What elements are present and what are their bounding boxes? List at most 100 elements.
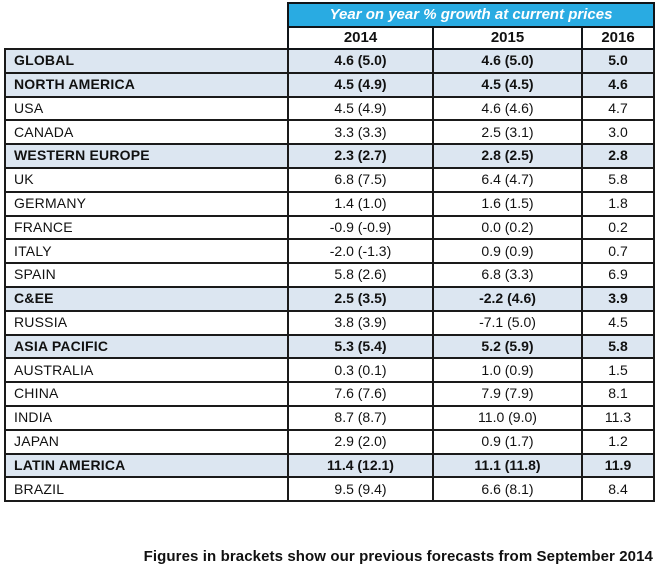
value-2016: 0.2 <box>581 214 655 241</box>
value-2014: 6.8 (7.5) <box>287 166 434 193</box>
value-2014: 2.5 (3.5) <box>287 285 434 312</box>
value-2014: 4.6 (5.0) <box>287 48 434 74</box>
row-label: GERMANY <box>4 190 289 217</box>
value-2016: 4.7 <box>581 95 655 122</box>
row-label: UK <box>4 166 289 193</box>
year-header-row: 2014 2015 2016 <box>5 27 655 50</box>
row-label: FRANCE <box>4 214 289 241</box>
value-2014: 0.3 (0.1) <box>287 357 434 384</box>
value-2015: 1.6 (1.5) <box>432 190 583 217</box>
value-2014: -0.9 (-0.9) <box>287 214 434 241</box>
row-label: AUSTRALIA <box>4 357 289 384</box>
table-row-brazil: BRAZIL 9.5 (9.4) 6.6 (8.1) 8.4 <box>4 476 655 503</box>
value-2016: 2.8 <box>581 143 655 169</box>
column-header-2014: 2014 <box>287 27 434 50</box>
value-2016: 11.3 <box>581 404 655 431</box>
value-2016: 11.9 <box>581 452 655 479</box>
row-label: GLOBAL <box>4 48 289 74</box>
row-label: BRAZIL <box>4 476 289 503</box>
table-row-japan: JAPAN 2.9 (2.0) 0.9 (1.7) 1.2 <box>4 428 655 455</box>
value-2015: 11.1 (11.8) <box>432 452 583 479</box>
row-label: INDIA <box>4 404 289 431</box>
table-row-usa: USA 4.5 (4.9) 4.6 (4.6) 4.7 <box>4 95 655 122</box>
value-2016: 6.9 <box>581 262 655 288</box>
value-2014: 11.4 (12.1) <box>287 452 434 479</box>
value-2015: 1.0 (0.9) <box>432 357 583 384</box>
row-label: LATIN AMERICA <box>4 452 289 479</box>
value-2016: 3.0 <box>581 119 655 146</box>
value-2015: 5.2 (5.9) <box>432 333 583 360</box>
row-label: USA <box>4 95 289 122</box>
row-label: WESTERN EUROPE <box>4 143 289 169</box>
table-row-global: GLOBAL 4.6 (5.0) 4.6 (5.0) 5.0 <box>4 48 655 74</box>
column-header-2015: 2015 <box>432 27 583 50</box>
value-2015: 0.9 (0.9) <box>432 238 583 265</box>
value-2014: 7.6 (7.6) <box>287 381 434 407</box>
value-2014: 3.3 (3.3) <box>287 119 434 146</box>
table-row-western-europe: WESTERN EUROPE 2.3 (2.7) 2.8 (2.5) 2.8 <box>4 143 655 169</box>
value-2016: 0.7 <box>581 238 655 265</box>
banner-row: Year on year % growth at current prices <box>5 2 655 28</box>
table-row-russia: RUSSIA 3.8 (3.9) -7.1 (5.0) 4.5 <box>4 309 655 336</box>
value-2016: 8.4 <box>581 476 655 503</box>
row-label: CHINA <box>4 381 289 407</box>
value-2016: 1.5 <box>581 357 655 384</box>
table-title: Year on year % growth at current prices <box>287 2 655 28</box>
column-header-2016: 2016 <box>581 27 655 50</box>
value-2015: 6.6 (8.1) <box>432 476 583 503</box>
value-2015: 4.5 (4.5) <box>432 71 583 98</box>
value-2016: 5.0 <box>581 48 655 74</box>
table-row-uk: UK 6.8 (7.5) 6.4 (4.7) 5.8 <box>4 166 655 193</box>
value-2015: 2.5 (3.1) <box>432 119 583 146</box>
row-label: ASIA PACIFIC <box>4 333 289 360</box>
table-row-china: CHINA 7.6 (7.6) 7.9 (7.9) 8.1 <box>4 381 655 407</box>
forecast-table: Year on year % growth at current prices … <box>4 2 655 503</box>
row-label: NORTH AMERICA <box>4 71 289 98</box>
value-2014: 9.5 (9.4) <box>287 476 434 503</box>
value-2014: -2.0 (-1.3) <box>287 238 434 265</box>
value-2016: 4.6 <box>581 71 655 98</box>
value-2016: 4.5 <box>581 309 655 336</box>
value-2015: 7.9 (7.9) <box>432 381 583 407</box>
table-row-latin-america: LATIN AMERICA 11.4 (12.1) 11.1 (11.8) 11… <box>4 452 655 479</box>
value-2015: 4.6 (4.6) <box>432 95 583 122</box>
value-2014: 2.9 (2.0) <box>287 428 434 455</box>
footnote: Figures in brackets show our previous fo… <box>143 548 653 565</box>
forecast-table-wrap: Year on year % growth at current prices … <box>4 2 655 503</box>
row-label: JAPAN <box>4 428 289 455</box>
value-2016: 3.9 <box>581 285 655 312</box>
table-row-cee: C&EE 2.5 (3.5) -2.2 (4.6) 3.9 <box>4 285 655 312</box>
value-2015: 2.8 (2.5) <box>432 143 583 169</box>
table-row-canada: CANADA 3.3 (3.3) 2.5 (3.1) 3.0 <box>4 119 655 146</box>
value-2014: 8.7 (8.7) <box>287 404 434 431</box>
value-2015: 0.0 (0.2) <box>432 214 583 241</box>
value-2014: 4.5 (4.9) <box>287 71 434 98</box>
table-row-asia-pacific: ASIA PACIFIC 5.3 (5.4) 5.2 (5.9) 5.8 <box>4 333 655 360</box>
table-row-italy: ITALY -2.0 (-1.3) 0.9 (0.9) 0.7 <box>4 238 655 265</box>
value-2014: 5.3 (5.4) <box>287 333 434 360</box>
value-2015: -7.1 (5.0) <box>432 309 583 336</box>
row-label: SPAIN <box>4 262 289 288</box>
value-2014: 1.4 (1.0) <box>287 190 434 217</box>
value-2014: 4.5 (4.9) <box>287 95 434 122</box>
table-row-australia: AUSTRALIA 0.3 (0.1) 1.0 (0.9) 1.5 <box>4 357 655 384</box>
row-label: ITALY <box>4 238 289 265</box>
value-2015: 6.4 (4.7) <box>432 166 583 193</box>
table-row-spain: SPAIN 5.8 (2.6) 6.8 (3.3) 6.9 <box>4 262 655 288</box>
value-2014: 2.3 (2.7) <box>287 143 434 169</box>
row-label: CANADA <box>4 119 289 146</box>
year-header-spacer <box>5 27 288 49</box>
value-2016: 1.2 <box>581 428 655 455</box>
table-row-north-america: NORTH AMERICA 4.5 (4.9) 4.5 (4.5) 4.6 <box>4 71 655 98</box>
value-2015: 6.8 (3.3) <box>432 262 583 288</box>
row-label: RUSSIA <box>4 309 289 336</box>
value-2015: 0.9 (1.7) <box>432 428 583 455</box>
banner-spacer <box>5 3 288 27</box>
value-2016: 5.8 <box>581 333 655 360</box>
value-2014: 5.8 (2.6) <box>287 262 434 288</box>
table-row-india: INDIA 8.7 (8.7) 11.0 (9.0) 11.3 <box>4 404 655 431</box>
value-2015: -2.2 (4.6) <box>432 285 583 312</box>
value-2016: 8.1 <box>581 381 655 407</box>
value-2014: 3.8 (3.9) <box>287 309 434 336</box>
